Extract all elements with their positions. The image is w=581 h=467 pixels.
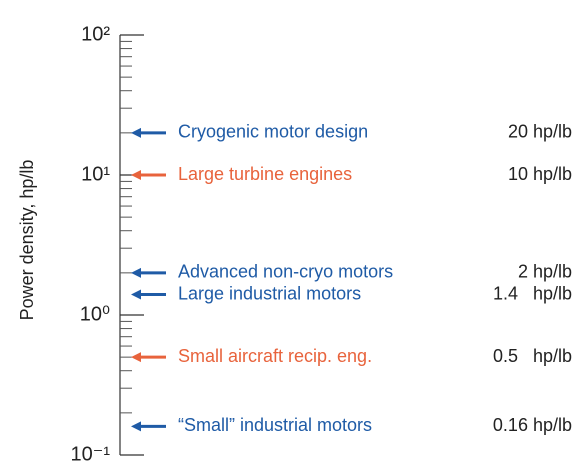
arrow — [131, 352, 166, 363]
value-label: 1.4 hp/lb — [493, 283, 572, 303]
category-label: Large industrial motors — [178, 283, 361, 303]
y-tick-label: 10² — [81, 23, 110, 45]
value-label: 20 hp/lb — [508, 122, 572, 142]
y-tick-label: 10¹ — [81, 163, 110, 185]
arrow — [131, 289, 166, 300]
category-label: Cryogenic motor design — [178, 122, 368, 142]
category-label: Small aircraft recip. eng. — [178, 346, 372, 366]
category-label: Large turbine engines — [178, 164, 352, 184]
value-label: 10 hp/lb — [508, 164, 572, 184]
y-tick-label: 10⁻¹ — [71, 443, 111, 465]
arrow — [131, 267, 166, 278]
arrow — [131, 127, 166, 138]
value-label: 0.16 hp/lb — [493, 415, 572, 435]
category-label: Advanced non-cryo motors — [178, 262, 393, 282]
arrow — [131, 170, 166, 180]
arrow — [131, 421, 166, 432]
y-tick-label: 10⁰ — [80, 303, 110, 325]
category-label: “Small” industrial motors — [178, 415, 372, 435]
value-label: 0.5 hp/lb — [493, 346, 572, 366]
value-label: 2 hp/lb — [518, 262, 572, 282]
y-axis-label: Power density, hp/lb — [17, 160, 37, 321]
